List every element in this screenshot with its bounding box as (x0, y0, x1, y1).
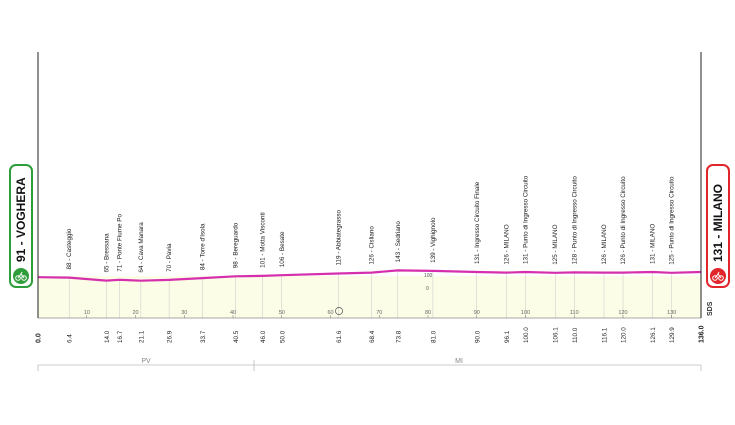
km-marker-label: 96.1 (504, 330, 511, 343)
start-badge-frame (9, 164, 33, 288)
scale-tick-label: 110 (570, 310, 579, 316)
scale-tick-label: 100 (521, 310, 530, 316)
waypoint-label: 126 - Cisliano (368, 226, 375, 265)
cyclist-icon-glyph (15, 271, 27, 281)
km-marker-label: 33.7 (200, 330, 207, 343)
scale-tick-label: 80 (425, 310, 431, 316)
km-marker-label: 106.1 (553, 327, 560, 343)
scale-mark-0: 0 (426, 286, 429, 292)
sds-circle (335, 307, 343, 315)
scale-tick-label: 30 (181, 310, 187, 316)
waypoint-guides (68, 270, 672, 318)
waypoint-label: 128 - Punto di Ingresso Circuito (571, 176, 578, 265)
km-marker-label: 68.4 (369, 330, 376, 343)
waypoint-label: 71 - Ponte Fiume Po (116, 214, 123, 272)
scale-tick-label: 50 (279, 310, 285, 316)
waypoint-label: 126 - MILANO (601, 224, 608, 264)
start-label: 91 - VOGHERA (14, 177, 28, 262)
km-marker-label: 0.0 (36, 333, 43, 343)
province-label-mi: MI (455, 358, 463, 365)
scale-tick-label: 40 (230, 310, 236, 316)
province-bar: PV MI (37, 358, 702, 371)
km-marker-label: 46.0 (260, 330, 267, 343)
km-marker-label: 21.1 (138, 330, 145, 343)
scale-tick-label: 20 (132, 310, 138, 316)
km-marker-label: 14.0 (104, 330, 111, 343)
finish-badge: 131 - MILANO (706, 164, 730, 288)
scale-tick-label: 130 (667, 310, 676, 316)
cyclist-icon-glyph (712, 271, 724, 281)
cyclist-icon (13, 268, 29, 284)
scale-tick-label: 120 (618, 310, 627, 316)
waypoint-label: 126 - MILANO (503, 224, 510, 264)
finish-badge-frame (706, 164, 730, 288)
sds-mark: SDS (335, 301, 714, 316)
waypoint-label: 126 - Punto di Ingresso Circuito (620, 176, 627, 265)
waypoint-label: 125 - Punto di Ingresso Circuito (668, 176, 675, 265)
waypoint-label: 139 - Vighignolo (430, 217, 437, 263)
km-marker-label: 126.1 (650, 327, 657, 343)
profile-area-fill (38, 276, 701, 318)
waypoint-label: 70 - Pavia (166, 243, 173, 272)
waypoint-label: 88 - Casteggio (66, 228, 73, 269)
waypoint-label: 131 - Ingresso Circuito Finale (474, 181, 481, 264)
waypoint-label: 131 - Punto di Ingresso Circuito (523, 175, 530, 264)
km-marker-label: 129.9 (669, 327, 676, 343)
km-marker-label: 73.8 (395, 330, 402, 343)
finish-label: 131 - MILANO (711, 184, 725, 262)
waypoint-label: 131 - MILANO (650, 224, 657, 264)
scale-tick-label: 10 (84, 310, 90, 316)
km-marker-label: 81.0 (430, 330, 437, 343)
distance-scale: 10 20 30 40 50 60 70 80 90 100 110 120 130 (84, 310, 676, 318)
km-markers: 0.0 6.4 14.0 16.7 21.1 26.9 33.7 40.5 46.0 50.0 61… (36, 325, 706, 343)
scale-tick-label: 70 (376, 310, 382, 316)
start-badge: 91 - VOGHERA (9, 164, 33, 288)
km-marker-label: 110.0 (572, 327, 579, 343)
scale-tick-label: 60 (327, 310, 333, 316)
waypoint-label: 101 - Motta Visconti (259, 212, 266, 268)
scale-tick-label: 90 (474, 310, 480, 316)
km-marker-label: 116.1 (601, 327, 608, 343)
km-marker-label: 100.0 (523, 327, 530, 343)
waypoint-label: 119 - Abbiategrasso (335, 209, 342, 265)
waypoint-label: 65 - Bressana (103, 233, 110, 273)
waypoint-labels: 88 - Casteggio 65 - Bressana 71 - Ponte Fi… (66, 175, 675, 272)
waypoint-label: 106 - Besate (279, 231, 286, 267)
km-marker-label: 6.4 (67, 334, 74, 343)
km-marker-label: 90.0 (474, 330, 481, 343)
waypoint-label: 125 - MILANO (552, 224, 559, 264)
km-marker-label: 16.7 (117, 330, 124, 343)
km-marker-label: 120.0 (621, 327, 628, 343)
km-marker-label: 26.9 (167, 330, 174, 343)
waypoint-label: 64 - Cava Manara (138, 222, 145, 273)
km-marker-label: 136.0 (699, 325, 706, 343)
profile-line (37, 269, 702, 282)
scale-mark-100: 100 (424, 273, 433, 279)
waypoint-label: 143 - Sedriano (395, 221, 402, 263)
cyclist-icon (710, 268, 726, 284)
sds-label: SDS (707, 301, 714, 316)
km-marker-label: 50.0 (279, 330, 286, 343)
waypoint-label: 98 - Bereguardo (232, 222, 239, 268)
km-marker-label: 61.6 (336, 330, 343, 343)
province-label-pv: PV (141, 358, 151, 365)
km-marker-label: 40.5 (233, 330, 240, 343)
waypoint-label: 84 - Torre d'Isola (199, 223, 206, 270)
